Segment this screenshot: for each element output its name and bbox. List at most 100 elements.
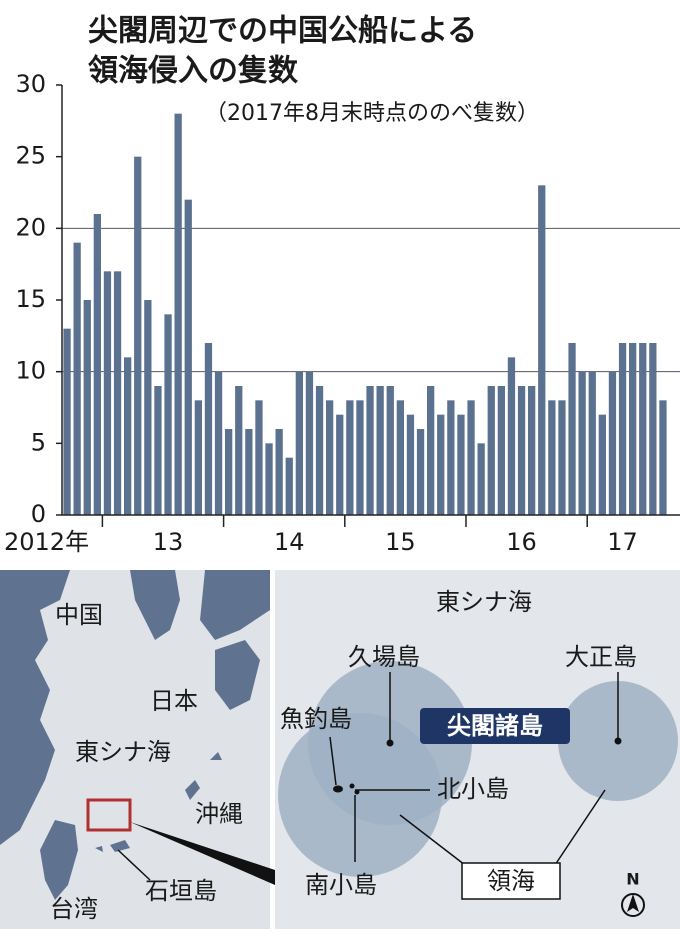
- bar: [134, 156, 142, 515]
- bar: [265, 443, 273, 515]
- plot: 0 5 10 15 20 25 30 2012年 13 14 15 16 17: [4, 70, 680, 556]
- bar: [275, 429, 283, 515]
- bar: [376, 386, 384, 515]
- bar: [416, 429, 425, 515]
- compass-arrow: [627, 894, 639, 912]
- bar: [568, 343, 576, 515]
- chart-title: 領海侵入の隻数: [88, 54, 299, 89]
- bar: [326, 400, 334, 515]
- korea: [130, 570, 180, 640]
- leaders: [329, 672, 619, 866]
- bar: [73, 242, 81, 515]
- bar: [447, 400, 455, 515]
- label: 大正島: [565, 643, 637, 671]
- x-tick-label: 13: [153, 528, 184, 556]
- y-tick-label: 5: [31, 428, 46, 456]
- bar: [124, 357, 132, 515]
- bar: [285, 457, 293, 515]
- bar: [649, 343, 657, 515]
- chart-title: 尖閣周辺での中国公船による: [88, 14, 477, 49]
- x-tick-label: 15: [385, 528, 416, 556]
- label: 尖閣諸島: [447, 712, 543, 740]
- y-tick-label: 20: [15, 213, 46, 241]
- label: 台湾: [50, 895, 98, 923]
- senkaku-box: [86, 798, 132, 832]
- bar: [295, 371, 303, 515]
- bar: [517, 386, 526, 515]
- leader: [554, 789, 606, 866]
- x-tick-label: 17: [607, 528, 638, 556]
- bar: [113, 271, 122, 515]
- bar: [194, 400, 202, 515]
- leader: [117, 849, 151, 881]
- bar: [164, 314, 172, 515]
- bar: [225, 429, 233, 515]
- taiwan-island: [40, 820, 78, 900]
- bar: [588, 371, 596, 515]
- label-box: [461, 862, 561, 900]
- bar: [618, 343, 627, 515]
- bar: [548, 400, 556, 515]
- label: 南小島: [305, 871, 377, 899]
- bar: [103, 271, 112, 515]
- island-dot: [349, 783, 355, 789]
- bar: [63, 328, 71, 515]
- y-tick-label: 10: [15, 357, 46, 385]
- label: 領海: [487, 867, 535, 895]
- bar: [356, 400, 364, 515]
- bar: [457, 414, 465, 515]
- island-dot: [333, 785, 343, 793]
- year-dividers: [101, 515, 588, 527]
- bar: [477, 443, 485, 515]
- region-map: 中国 日本 東シナ海 沖縄 台湾 石垣島: [0, 570, 275, 929]
- bar: [608, 371, 617, 515]
- island-dot: [386, 739, 394, 747]
- label: 日本: [150, 687, 198, 715]
- x-tick-label: 16: [506, 528, 537, 556]
- bar: [346, 400, 354, 515]
- bar: [184, 199, 192, 515]
- bar: [174, 113, 182, 516]
- leader: [329, 736, 337, 786]
- island-dot: [614, 737, 622, 745]
- label: 中国: [55, 601, 103, 629]
- chart-subtitle: （2017年8月末時点ののべ隻数）: [205, 101, 539, 126]
- inset-map: 尖閣諸島 領海 東シナ海 久場島 大正島 魚釣島 北小島 南小島 N: [275, 570, 680, 929]
- bar: [598, 414, 606, 515]
- y-tick-label: 0: [31, 500, 46, 528]
- compass-label: N: [626, 870, 639, 889]
- label: 久場島: [348, 643, 420, 671]
- senkaku-box: [420, 708, 570, 744]
- bar: [578, 371, 586, 515]
- label: 北小島: [437, 775, 509, 803]
- bar: [558, 400, 566, 515]
- bar: [437, 414, 445, 515]
- bar: [659, 400, 667, 515]
- bar: [366, 386, 374, 515]
- y-tick-label: 15: [15, 285, 46, 313]
- bar: [235, 386, 243, 515]
- label: 魚釣島: [280, 705, 352, 733]
- bar: [427, 386, 435, 515]
- label: 石垣島: [145, 877, 217, 905]
- bar: [154, 386, 162, 515]
- bar: [83, 300, 91, 515]
- bar: [144, 300, 152, 515]
- bar: [204, 343, 213, 515]
- bar: [629, 343, 637, 515]
- bar: [93, 214, 101, 515]
- honshu: [200, 570, 270, 640]
- bar: [639, 343, 647, 515]
- x-tick-label: 14: [274, 528, 305, 556]
- y-tick-label: 25: [15, 142, 46, 170]
- bar: [396, 400, 404, 515]
- bar: [315, 386, 324, 515]
- bar: [507, 357, 516, 515]
- label: 東シナ海: [75, 738, 171, 766]
- bar: [528, 386, 536, 515]
- bar: [406, 414, 415, 515]
- bar: [255, 400, 263, 515]
- label: 東シナ海: [436, 588, 532, 616]
- y-tick-label: 30: [15, 70, 46, 98]
